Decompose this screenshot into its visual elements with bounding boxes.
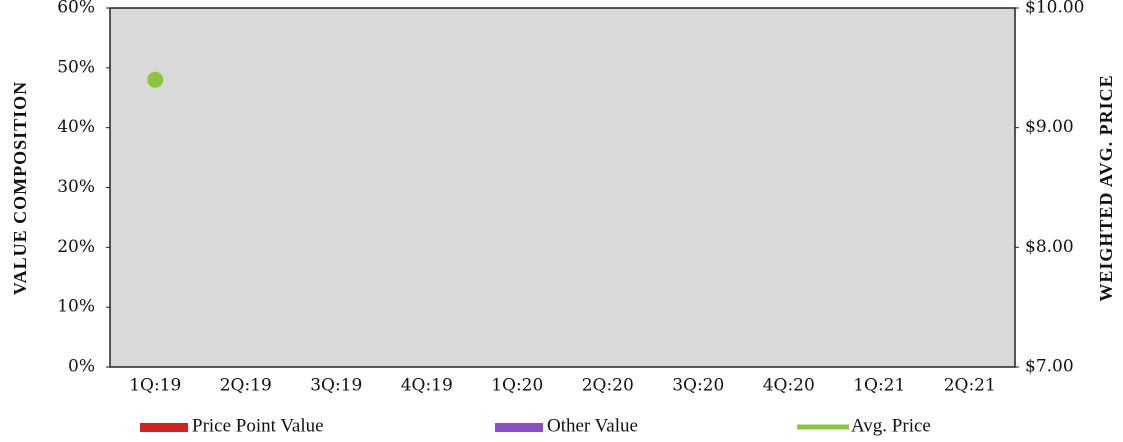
legend-label: Avg. Price [851,415,931,436]
x-tick-label: 3Q:20 [672,376,724,396]
x-tick-label: 4Q:19 [401,376,453,396]
x-tick-label: 1Q:19 [129,376,181,396]
avg-price-point [147,71,164,88]
y-tick-label: 60% [57,0,95,18]
x-tick-label: 4Q:20 [763,376,815,396]
x-tick-label: 2Q:19 [220,376,272,396]
plot-area [109,7,1016,368]
y-tick-label: 40% [57,117,95,137]
y-tick-label: 20% [57,237,95,257]
y2-tick-label: $7.00 [1025,357,1074,377]
legend-swatch [495,423,543,432]
x-tick-label: 2Q:20 [582,376,634,396]
x-tick-label: 1Q:21 [853,376,905,396]
legend-label: Price Point Value [192,415,324,436]
legend-label: Other Value [547,415,638,436]
y-tick-label: 0% [68,357,95,377]
y2-tick-label: $8.00 [1025,237,1074,257]
y-tick-label: 30% [57,177,95,197]
y-tick-label: 10% [57,297,95,317]
x-tick-label: 3Q:19 [310,376,362,396]
x-tick-label: 2Q:21 [944,376,996,396]
y-axis-title: VALUE COMPOSITION [10,81,30,295]
x-tick-label: 1Q:20 [491,376,543,396]
y2-tick-label: $10.00 [1025,0,1084,18]
legend-swatch [140,423,188,432]
y2-tick-label: $9.00 [1025,117,1074,137]
y2-axis-title: WEIGHTED AVG. PRICE [1096,74,1116,301]
y-tick-label: 50% [57,57,95,77]
